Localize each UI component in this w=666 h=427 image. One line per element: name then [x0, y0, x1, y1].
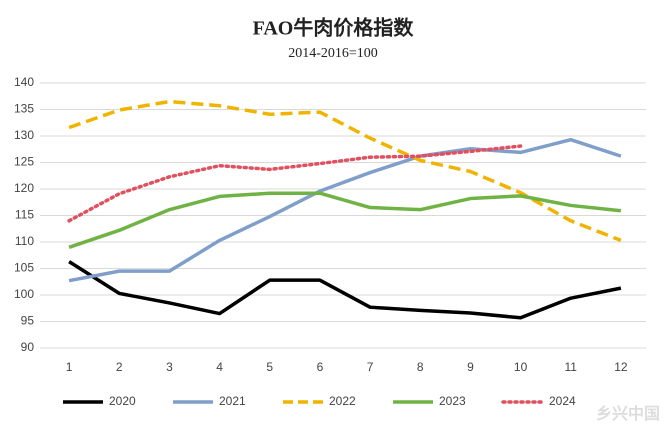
x-tick-label: 7 [367, 360, 374, 374]
x-tick-label: 9 [467, 360, 474, 374]
y-tick-label: 95 [21, 314, 35, 328]
y-tick-label: 115 [15, 208, 34, 222]
y-tick-label: 125 [14, 155, 34, 169]
y-tick-label: 140 [14, 75, 34, 89]
x-tick-label: 3 [166, 360, 173, 374]
legend-label: 2024 [549, 394, 576, 408]
x-tick-label: 2 [116, 360, 123, 374]
legend-label: 2022 [329, 394, 356, 408]
y-tick-label: 135 [14, 102, 34, 116]
y-tick-label: 110 [15, 234, 34, 248]
series-line [68, 191, 622, 249]
legend-label: 2023 [439, 394, 466, 408]
series-line [68, 99, 622, 243]
x-tick-label: 6 [317, 360, 324, 374]
series-line [67, 144, 523, 223]
y-tick-label: 130 [14, 128, 34, 142]
x-tick-label: 10 [514, 360, 528, 374]
legend-label: 2021 [219, 394, 246, 408]
legend-label: 2020 [109, 394, 136, 408]
series-line [68, 260, 622, 320]
y-tick-label: 100 [14, 287, 34, 301]
watermark: 乡兴中国 [596, 404, 660, 423]
x-tick-label: 4 [216, 360, 223, 374]
chart-title: FAO牛肉价格指数 [253, 16, 415, 40]
y-tick-label: 90 [21, 340, 35, 354]
series-line [68, 137, 622, 283]
x-tick-label: 5 [266, 360, 273, 374]
chart-subtitle: 2014-2016=100 [288, 46, 378, 61]
x-tick-label: 8 [417, 360, 424, 374]
y-tick-label: 120 [14, 181, 34, 195]
x-tick-label: 12 [614, 360, 628, 374]
y-tick-label: 105 [14, 261, 34, 275]
x-tick-label: 1 [66, 360, 73, 374]
x-tick-label: 11 [565, 360, 578, 374]
